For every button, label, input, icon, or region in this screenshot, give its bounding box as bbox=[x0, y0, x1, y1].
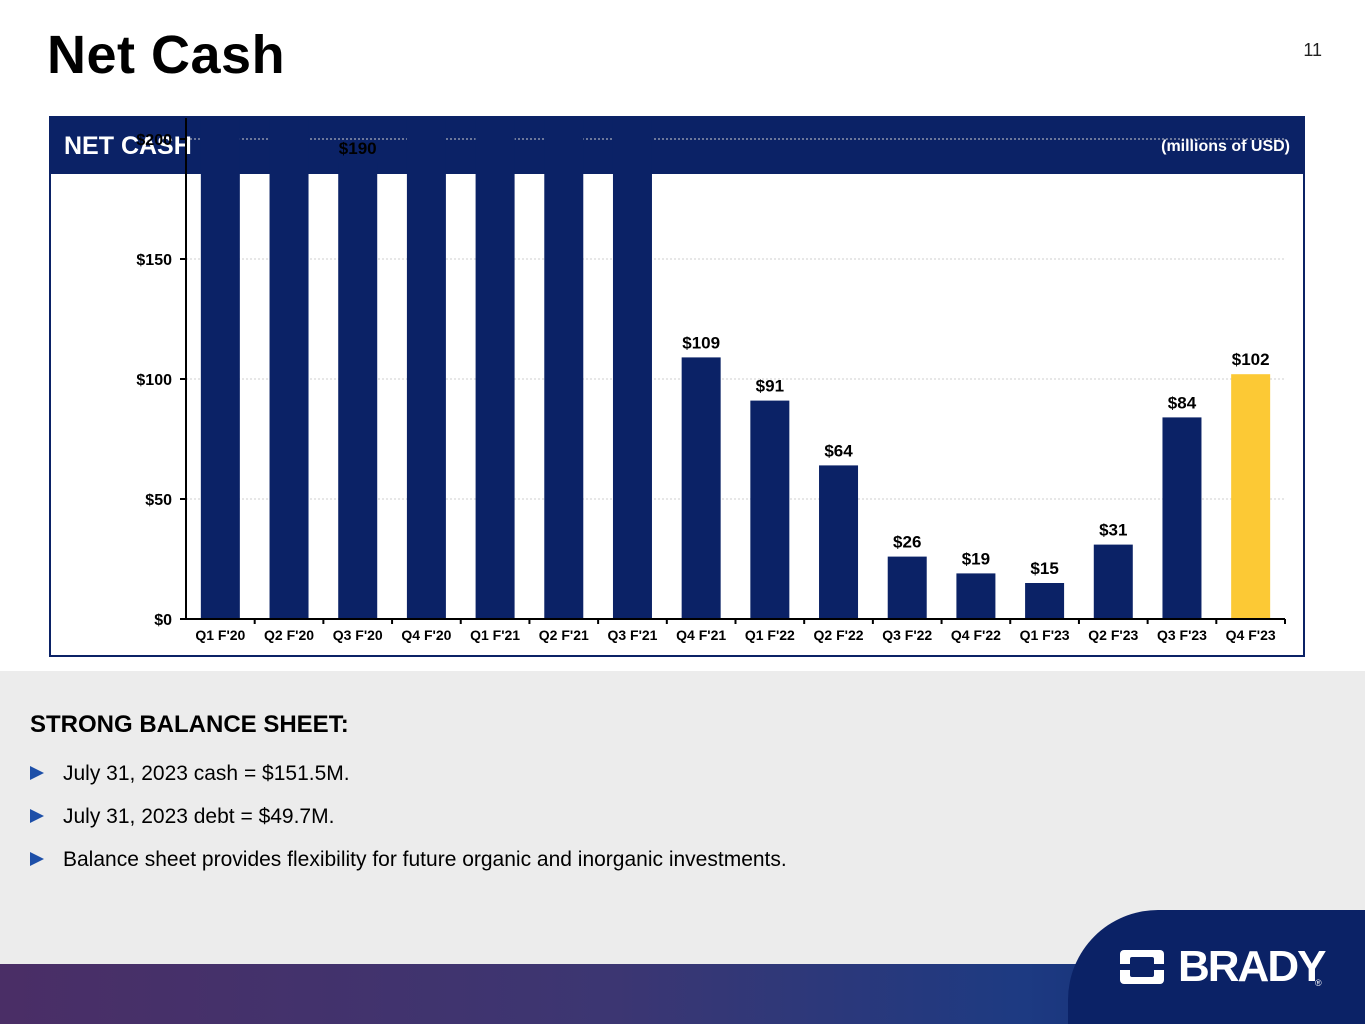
panel-title: NET CASH bbox=[64, 132, 192, 160]
data-label: $190 bbox=[339, 139, 377, 158]
x-tick-label: Q3 F'22 bbox=[882, 627, 932, 643]
data-label: $102 bbox=[1232, 350, 1270, 369]
x-tick-label: Q4 F'23 bbox=[1226, 627, 1276, 643]
triangle-bullet-icon bbox=[30, 766, 44, 780]
bar bbox=[819, 465, 859, 619]
data-label: $15 bbox=[1030, 559, 1058, 578]
x-tick-label: Q1 F'20 bbox=[195, 627, 245, 643]
data-label: $91 bbox=[756, 377, 784, 396]
page-number: 11 bbox=[1303, 40, 1322, 60]
bar bbox=[1162, 417, 1202, 619]
bar bbox=[269, 118, 309, 619]
bar bbox=[612, 118, 652, 619]
data-label: $26 bbox=[893, 533, 921, 552]
triangle-bullet-icon bbox=[30, 809, 44, 823]
data-label: $19 bbox=[962, 549, 990, 568]
y-tick-label: $150 bbox=[136, 252, 172, 269]
logo-tab bbox=[1068, 910, 1365, 1024]
panel-header: NET CASH (millions of USD) bbox=[51, 118, 1303, 174]
bar bbox=[750, 400, 790, 619]
data-label: $84 bbox=[1168, 393, 1197, 412]
y-tick-label: $50 bbox=[145, 492, 172, 509]
bar bbox=[475, 118, 515, 620]
x-tick-label: Q2 F'22 bbox=[814, 627, 864, 643]
data-label: $31 bbox=[1099, 521, 1127, 540]
y-tick-label: $100 bbox=[136, 372, 172, 389]
bar bbox=[1231, 374, 1271, 619]
x-tick-label: Q2 F'23 bbox=[1088, 627, 1138, 643]
x-tick-label: Q1 F'22 bbox=[745, 627, 795, 643]
bar bbox=[681, 357, 721, 619]
bar bbox=[1093, 544, 1133, 619]
x-tick-label: Q3 F'21 bbox=[607, 627, 657, 643]
x-tick-label: Q1 F'23 bbox=[1020, 627, 1070, 643]
net-cash-bar-chart: $0$50$100$150$200$250$300$245Q1 F'20$240… bbox=[136, 118, 1286, 643]
x-tick-label: Q2 F'21 bbox=[539, 627, 589, 643]
x-tick-label: Q3 F'20 bbox=[333, 627, 383, 643]
x-tick-label: Q4 F'22 bbox=[951, 627, 1001, 643]
x-tick-label: Q4 F'21 bbox=[676, 627, 726, 643]
bar bbox=[200, 118, 240, 619]
x-tick-label: Q2 F'20 bbox=[264, 627, 314, 643]
y-tick-label: $200 bbox=[136, 132, 172, 149]
x-tick-label: Q3 F'23 bbox=[1157, 627, 1207, 643]
bar bbox=[544, 118, 584, 620]
net-cash-panel: NET CASH (millions of USD) $0 $50 $100 $150… bbox=[49, 116, 1305, 657]
brady-logo: BRADY ® bbox=[1118, 944, 1328, 990]
triangle-bullet-icon bbox=[30, 852, 44, 866]
bullet-text: July 31, 2023 cash = $151.5M. bbox=[63, 762, 350, 785]
x-tick-label: Q1 F'21 bbox=[470, 627, 520, 643]
panel-units: (millions of USD) bbox=[1161, 138, 1290, 155]
balance-sheet-title: STRONG BALANCE SHEET: bbox=[30, 711, 349, 738]
bar bbox=[1025, 583, 1065, 619]
brady-mark-icon bbox=[1118, 950, 1166, 984]
data-label: $64 bbox=[824, 441, 853, 460]
bar bbox=[887, 556, 927, 619]
bar bbox=[338, 163, 378, 619]
logo-registered: ® bbox=[1315, 978, 1322, 988]
bullet-text: Balance sheet provides flexibility for f… bbox=[63, 848, 787, 871]
data-label: $109 bbox=[682, 333, 720, 352]
logo-text: BRADY bbox=[1178, 942, 1326, 991]
page-title: Net Cash bbox=[47, 25, 286, 85]
bar bbox=[406, 118, 446, 620]
bullet-text: July 31, 2023 debt = $49.7M. bbox=[63, 805, 335, 828]
bar bbox=[956, 573, 996, 619]
y-tick-label: $0 bbox=[154, 612, 172, 629]
x-tick-label: Q4 F'20 bbox=[401, 627, 451, 643]
